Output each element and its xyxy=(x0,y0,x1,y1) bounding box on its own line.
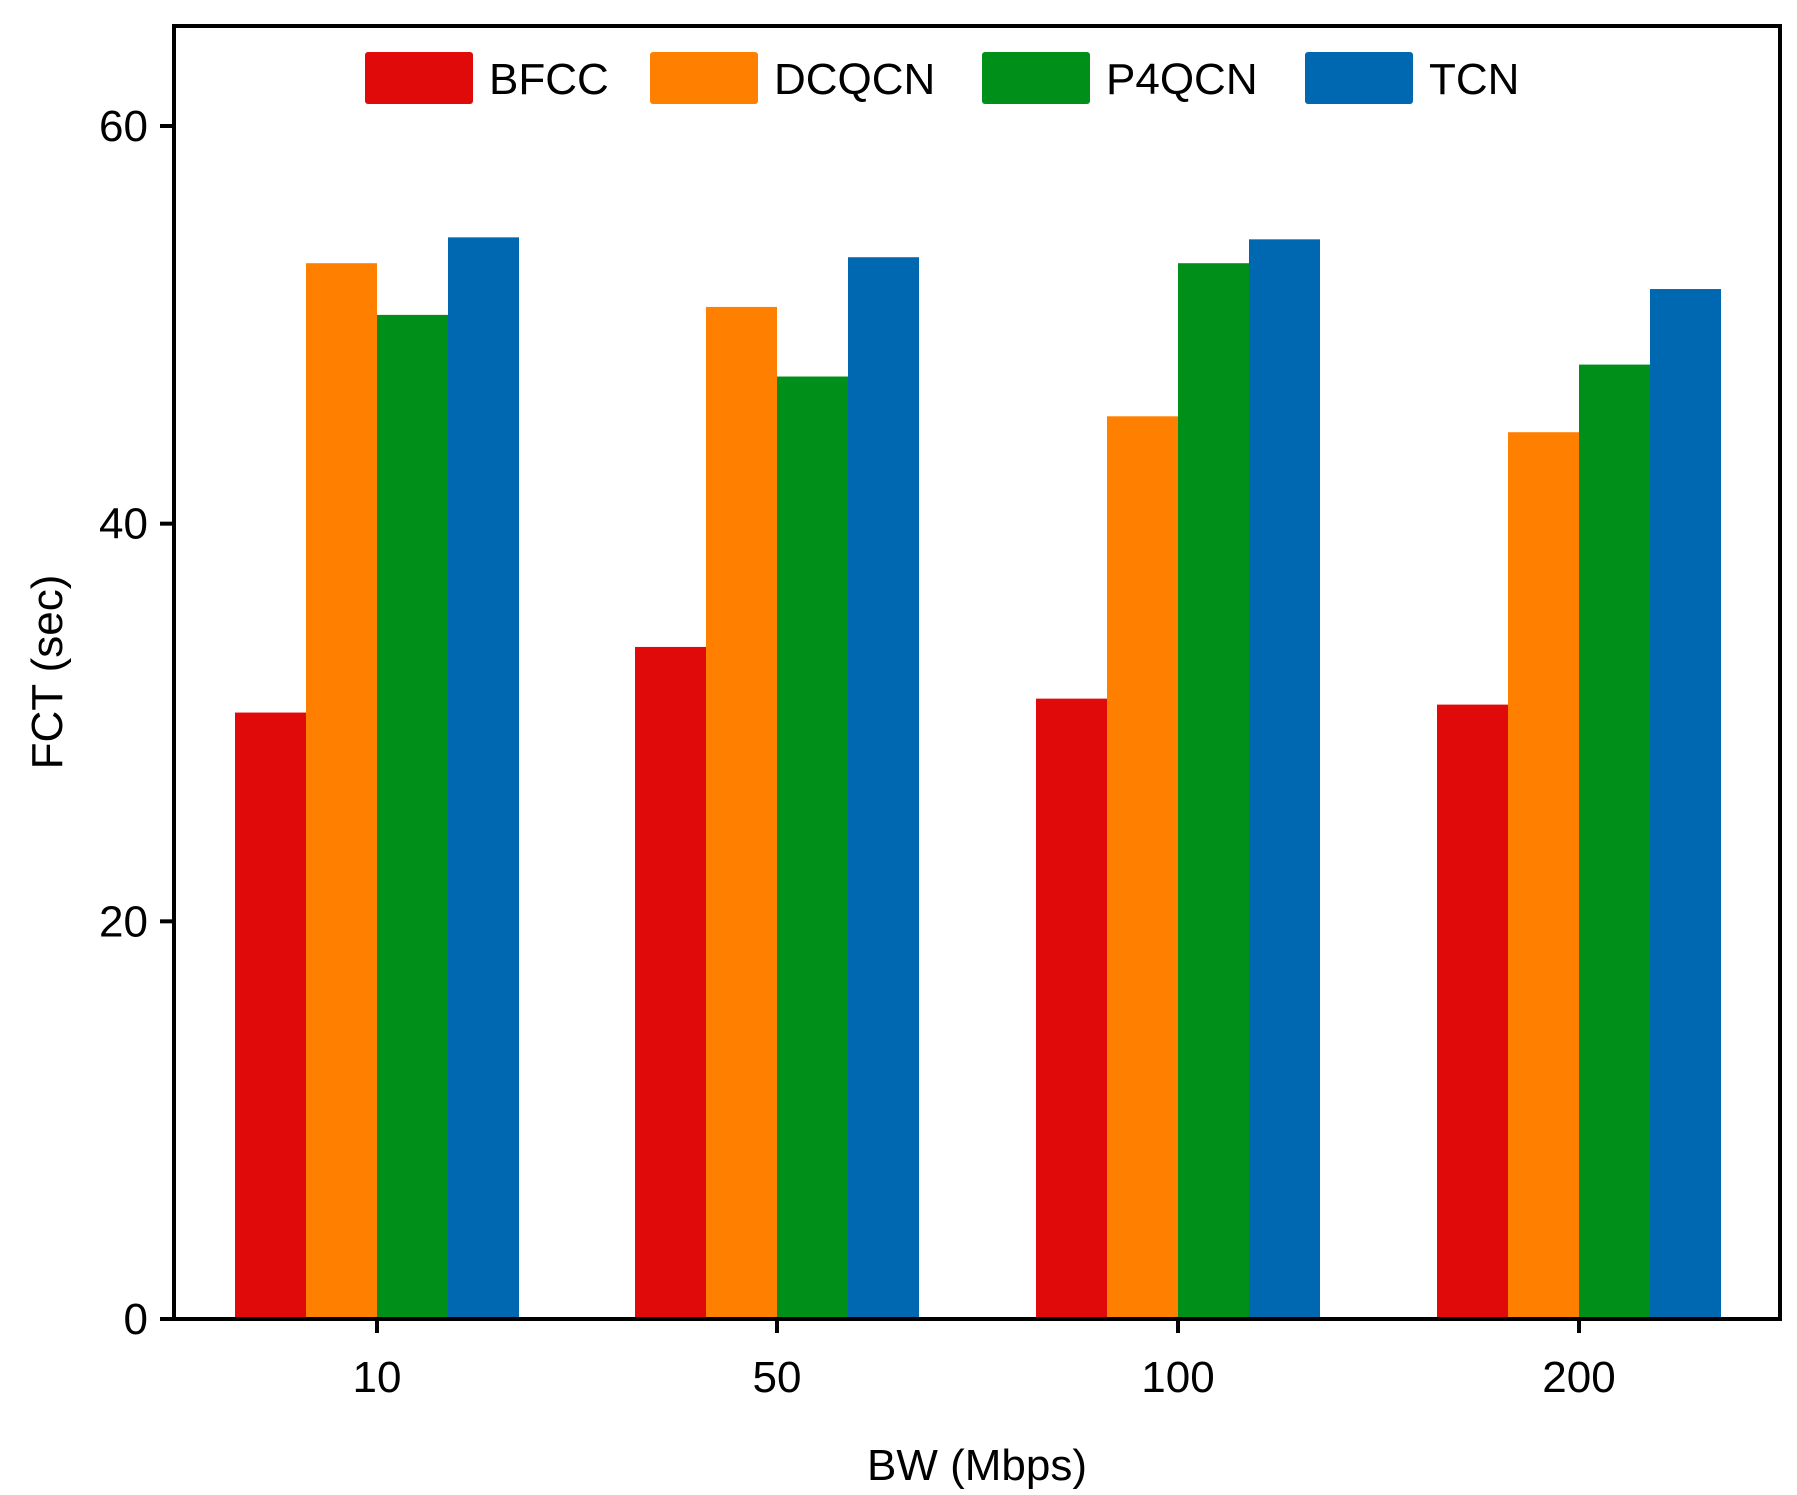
bar-dcqcn-10 xyxy=(306,263,377,1319)
x-axis-title: BW (Mbps) xyxy=(867,1441,1087,1490)
y-tick-label: 20 xyxy=(99,897,148,946)
y-tick-label: 60 xyxy=(99,102,148,151)
bar-dcqcn-50 xyxy=(706,306,777,1319)
y-axis: 0 20 40 60 xyxy=(99,102,174,1344)
bar-p4qcn-50 xyxy=(777,376,848,1319)
bar-dcqcn-200 xyxy=(1508,432,1579,1319)
bars-layer xyxy=(235,237,1721,1320)
bar-bfcc-10 xyxy=(235,712,306,1319)
x-tick-label: 100 xyxy=(1141,1353,1214,1402)
bar-tcn-50 xyxy=(848,257,919,1320)
bar-tcn-100 xyxy=(1249,239,1320,1320)
legend-swatch-bfcc xyxy=(365,52,473,104)
y-tick-label: 40 xyxy=(99,500,148,549)
legend-swatch-tcn xyxy=(1305,52,1413,104)
legend-label-dcqcn: DCQCN xyxy=(774,55,935,104)
x-tick-label: 50 xyxy=(753,1353,802,1402)
bar-dcqcn-100 xyxy=(1107,416,1178,1320)
bar-tcn-200 xyxy=(1650,289,1721,1319)
bar-tcn-10 xyxy=(448,237,519,1319)
plot-frame xyxy=(172,24,1782,1321)
legend: BFCC DCQCN P4QCN TCN xyxy=(365,52,1519,104)
x-tick-label: 10 xyxy=(353,1353,402,1402)
bar-bfcc-50 xyxy=(635,646,706,1319)
legend-swatch-p4qcn xyxy=(982,52,1090,104)
bar-bfcc-100 xyxy=(1036,698,1107,1319)
x-axis: 10 50 100 200 xyxy=(353,1319,1616,1402)
bar-p4qcn-10 xyxy=(377,314,448,1319)
legend-label-bfcc: BFCC xyxy=(489,55,609,104)
x-tick-label: 200 xyxy=(1542,1353,1615,1402)
legend-label-p4qcn: P4QCN xyxy=(1106,55,1258,104)
legend-label-tcn: TCN xyxy=(1429,55,1519,104)
legend-swatch-dcqcn xyxy=(650,52,758,104)
y-tick-label: 0 xyxy=(124,1295,148,1344)
bar-p4qcn-100 xyxy=(1178,263,1249,1319)
y-axis-title: FCT (sec) xyxy=(23,575,72,770)
bar-bfcc-200 xyxy=(1437,704,1508,1319)
bar-p4qcn-200 xyxy=(1579,364,1650,1320)
